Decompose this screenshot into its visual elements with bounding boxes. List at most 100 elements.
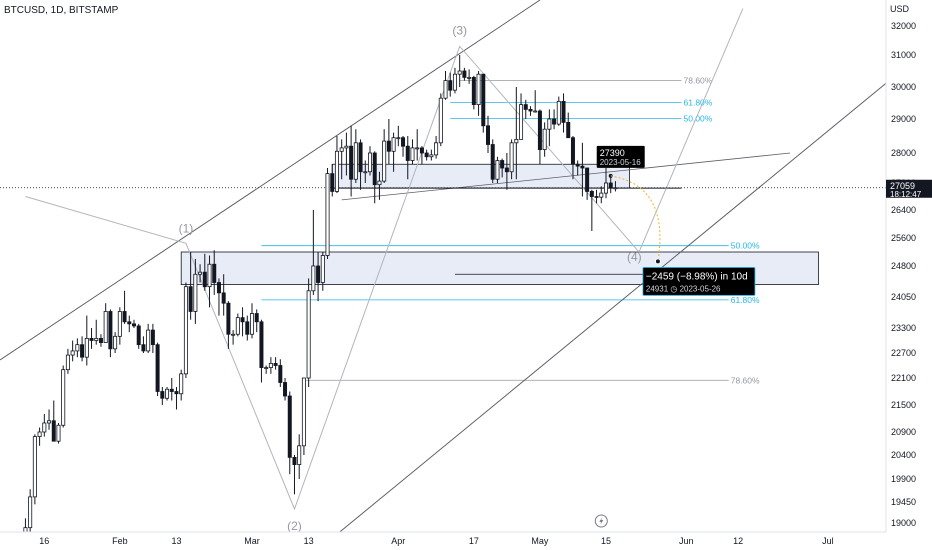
candle-body: [528, 109, 533, 112]
candle-body: [316, 265, 321, 283]
candle-body: [188, 286, 193, 312]
candle-body: [202, 271, 207, 288]
candle: [382, 129, 387, 183]
candle: [391, 132, 396, 172]
candle-body: [443, 80, 448, 99]
candle: [462, 67, 467, 81]
candle-body: [561, 101, 566, 123]
candle-body: [165, 388, 170, 399]
candle-body: [61, 369, 66, 426]
candle: [311, 210, 316, 295]
candle-body: [141, 344, 146, 352]
candle: [504, 153, 509, 190]
candle-body: [504, 167, 509, 173]
candle: [113, 332, 118, 353]
candle: [169, 378, 174, 401]
y-tick-label: 22700: [891, 348, 916, 358]
candle-body: [410, 147, 415, 161]
candle: [75, 338, 80, 358]
candle-body: [457, 70, 462, 75]
candle: [585, 167, 590, 200]
candle: [32, 434, 37, 505]
lightning-circle-icon[interactable]: [594, 514, 608, 528]
candle: [419, 146, 424, 165]
currency-label: USD: [890, 4, 910, 14]
candle: [160, 387, 165, 405]
candle: [136, 323, 141, 349]
candle: [334, 136, 339, 194]
x-tick-label: 16: [39, 536, 49, 546]
x-tick-label: May: [531, 536, 549, 546]
y-tick-label: 24050: [891, 292, 916, 302]
candle: [212, 250, 217, 295]
y-tick-label: 21500: [891, 400, 916, 410]
candle: [372, 151, 377, 204]
candle: [174, 387, 179, 410]
candle: [570, 136, 575, 180]
candle-body: [127, 321, 132, 325]
candle: [429, 149, 434, 161]
candle: [292, 455, 297, 495]
candle-body: [490, 144, 495, 180]
candle: [150, 323, 155, 353]
candle: [608, 175, 613, 194]
candle: [221, 274, 226, 316]
candle: [344, 132, 349, 176]
candle: [457, 55, 462, 87]
candle-body: [481, 73, 486, 127]
candle-body: [56, 424, 61, 442]
candle-body: [84, 338, 89, 358]
wave-label: (1): [179, 221, 194, 235]
candle: [287, 391, 292, 475]
fib-level-label: 78.60%: [731, 375, 760, 385]
candle-body: [150, 329, 155, 346]
candle: [386, 119, 391, 165]
candle-body: [117, 311, 122, 337]
candle-body: [108, 311, 113, 350]
candle-body: [523, 104, 528, 110]
candle: [146, 323, 151, 353]
x-tick-label: Mar: [244, 536, 260, 546]
candle: [207, 255, 212, 308]
symbol-title: BTCUSD, 1D, BITSTAMP: [4, 5, 119, 16]
candle-body: [391, 137, 396, 152]
candle: [179, 369, 184, 401]
candle-body: [325, 173, 330, 256]
candle: [509, 139, 514, 180]
candle: [202, 253, 207, 291]
candle: [537, 109, 542, 165]
candle-body: [198, 271, 203, 275]
wave-label: (2): [287, 519, 302, 533]
candle: [117, 307, 122, 345]
candle: [84, 315, 89, 366]
candle-body: [155, 344, 160, 392]
candle-body: [28, 496, 33, 529]
wave-label: (3): [452, 24, 467, 38]
y-tick-label: 19000: [891, 518, 916, 528]
candle-body: [231, 333, 236, 336]
candle: [613, 181, 618, 192]
candle: [330, 164, 335, 197]
candle-body: [429, 154, 434, 158]
candle: [301, 377, 306, 455]
y-tick-label: 19450: [891, 497, 916, 507]
candle: [556, 96, 561, 126]
candle-body: [70, 350, 75, 356]
candle-body: [278, 365, 283, 383]
candle: [264, 365, 269, 374]
candle-body: [358, 142, 363, 173]
candle: [165, 387, 170, 401]
candle: [254, 309, 259, 333]
candle-body: [500, 160, 505, 169]
x-tick-label: Apr: [391, 536, 405, 546]
candle-body: [174, 391, 179, 395]
candle: [316, 252, 321, 302]
candle-body: [301, 377, 306, 447]
candle-body: [556, 101, 561, 125]
trendline: [341, 152, 791, 201]
candle: [188, 252, 193, 320]
candle-body: [287, 395, 292, 458]
candle-body: [160, 391, 165, 399]
candle-body: [434, 142, 439, 156]
